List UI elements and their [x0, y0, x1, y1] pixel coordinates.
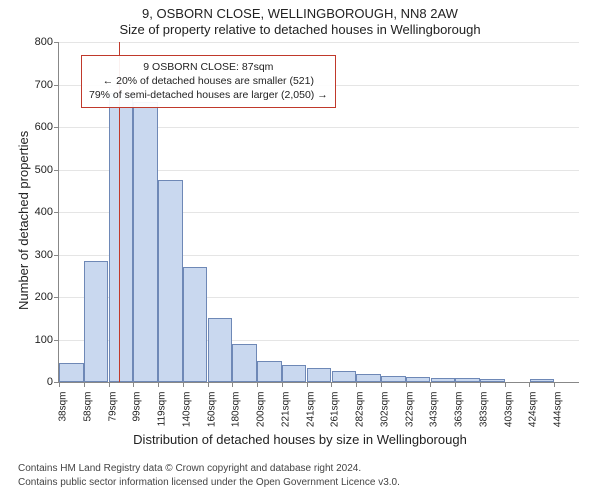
xtick-label: 282sqm	[355, 388, 366, 428]
xtick-mark	[133, 382, 134, 387]
xtick-label: 180sqm	[231, 388, 242, 428]
xtick-label: 403sqm	[503, 388, 514, 428]
ytick-label: 600	[35, 121, 59, 133]
xtick-label: 140sqm	[181, 388, 192, 428]
xtick-label: 383sqm	[478, 388, 489, 428]
xtick-mark	[59, 382, 60, 387]
xtick-mark	[282, 382, 283, 387]
histogram-bar	[208, 318, 233, 382]
xtick-label: 444sqm	[553, 388, 564, 428]
xtick-mark	[480, 382, 481, 387]
histogram-bar	[480, 379, 505, 382]
ytick-label: 200	[35, 291, 59, 303]
xtick-mark	[158, 382, 159, 387]
xtick-mark	[505, 382, 506, 387]
ytick-label: 0	[47, 376, 59, 388]
xtick-label: 58sqm	[82, 388, 93, 422]
xtick-mark	[84, 382, 85, 387]
xtick-mark	[208, 382, 209, 387]
footer-line1: Contains HM Land Registry data © Crown c…	[18, 462, 600, 476]
histogram-bar	[282, 365, 307, 382]
chart-address-title: 9, OSBORN CLOSE, WELLINGBOROUGH, NN8 2AW	[0, 6, 600, 21]
histogram-bar	[530, 379, 555, 382]
histogram-bar	[455, 378, 480, 382]
xtick-mark	[554, 382, 555, 387]
histogram-bar	[381, 376, 406, 382]
xtick-mark	[183, 382, 184, 387]
xtick-label: 200sqm	[256, 388, 267, 428]
xtick-mark	[430, 382, 431, 387]
histogram-bar	[84, 261, 109, 382]
xtick-label: 343sqm	[429, 388, 440, 428]
footer-line2: Contains public sector information licen…	[18, 476, 600, 490]
xtick-label: 241sqm	[305, 388, 316, 428]
ytick-label: 700	[35, 79, 59, 91]
histogram-bar	[356, 374, 381, 382]
xtick-label: 38sqm	[58, 388, 69, 422]
annotation-box: 9 OSBORN CLOSE: 87sqm ← 20% of detached …	[81, 55, 336, 108]
xtick-label: 119sqm	[157, 388, 168, 427]
xtick-mark	[381, 382, 382, 387]
xtick-label: 160sqm	[206, 388, 217, 428]
xtick-label: 424sqm	[528, 388, 539, 428]
histogram-bar	[431, 378, 456, 382]
xtick-label: 261sqm	[330, 388, 341, 428]
histogram-bar	[332, 371, 357, 382]
histogram-bar	[307, 368, 332, 382]
annotation-line1: 9 OSBORN CLOSE: 87sqm	[89, 60, 328, 74]
xtick-label: 302sqm	[379, 388, 390, 428]
xtick-label: 79sqm	[107, 388, 118, 422]
ytick-label: 300	[35, 249, 59, 261]
xtick-mark	[406, 382, 407, 387]
histogram-bar	[109, 93, 134, 382]
annotation-line3: 79% of semi-detached houses are larger (…	[89, 88, 328, 102]
footer-attribution: Contains HM Land Registry data © Crown c…	[0, 462, 600, 489]
histogram-bar	[133, 102, 158, 383]
xtick-mark	[257, 382, 258, 387]
annotation-line2: ← 20% of detached houses are smaller (52…	[89, 74, 328, 88]
gridline	[59, 42, 579, 43]
xtick-mark	[109, 382, 110, 387]
xtick-mark	[455, 382, 456, 387]
xtick-label: 99sqm	[132, 388, 143, 422]
ytick-label: 400	[35, 206, 59, 218]
xtick-mark	[307, 382, 308, 387]
histogram-bar	[59, 363, 84, 382]
xtick-mark	[232, 382, 233, 387]
chart-subtitle: Size of property relative to detached ho…	[0, 22, 600, 37]
histogram-bar	[183, 267, 208, 382]
histogram-bar	[257, 361, 282, 382]
plot-area: 010020030040050060070080038sqm58sqm79sqm…	[58, 42, 579, 383]
y-axis-label: Number of detached properties	[16, 131, 31, 310]
xtick-mark	[331, 382, 332, 387]
x-axis-label: Distribution of detached houses by size …	[0, 432, 600, 447]
xtick-label: 363sqm	[454, 388, 465, 428]
xtick-label: 322sqm	[404, 388, 415, 428]
ytick-label: 800	[35, 36, 59, 48]
chart-figure: 9, OSBORN CLOSE, WELLINGBOROUGH, NN8 2AW…	[0, 0, 600, 500]
histogram-bar	[232, 344, 257, 382]
xtick-label: 221sqm	[280, 388, 291, 428]
ytick-label: 500	[35, 164, 59, 176]
histogram-bar	[158, 180, 183, 382]
xtick-mark	[356, 382, 357, 387]
ytick-label: 100	[35, 334, 59, 346]
xtick-mark	[529, 382, 530, 387]
histogram-bar	[406, 377, 431, 382]
